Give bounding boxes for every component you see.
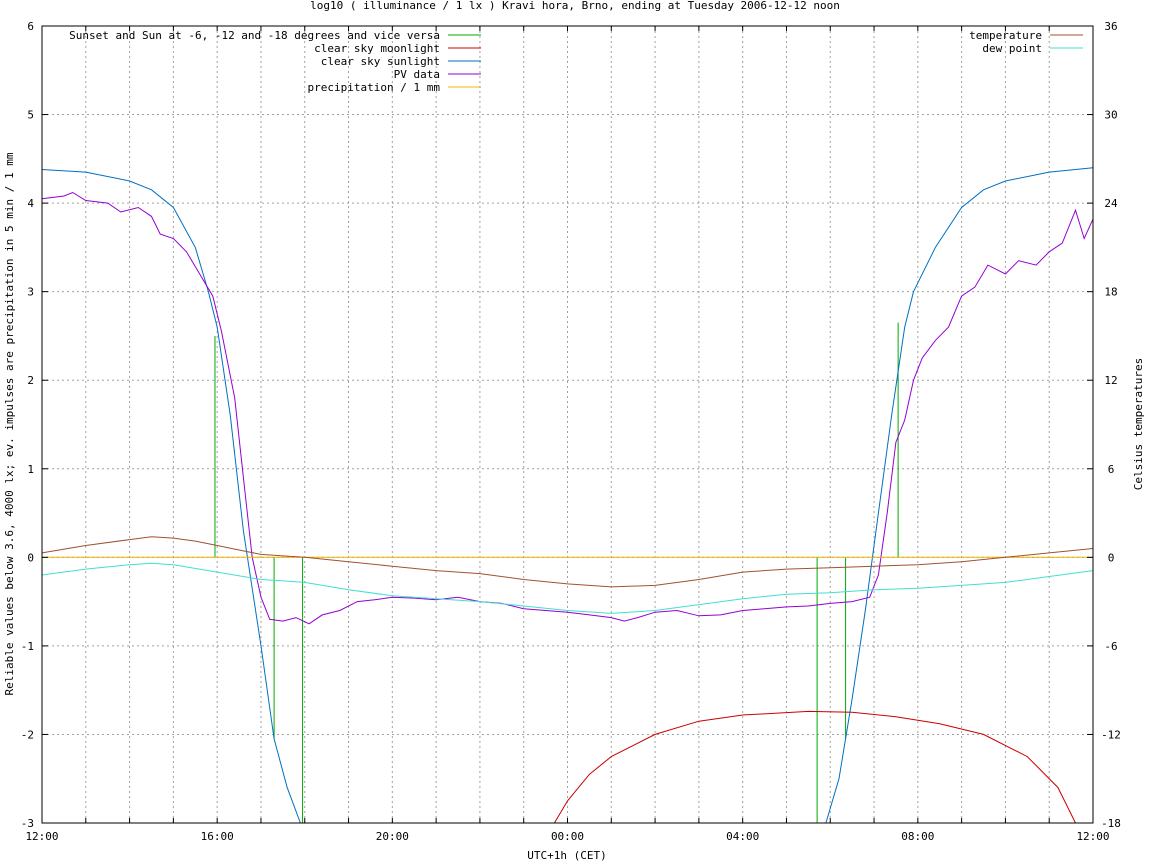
x-tick-label: 04:00 — [726, 830, 759, 843]
dew-point-line — [41, 562, 1094, 614]
legend-label: temperature — [969, 29, 1042, 42]
y-axis-label: Reliable values below 3.6, 4000 lx; ev. … — [3, 152, 16, 695]
legend-label: PV data — [394, 68, 440, 81]
legend-label: clear sky sunlight — [321, 55, 440, 68]
pv-data-line — [41, 191, 1094, 625]
y-tick-label: 5 — [27, 109, 34, 122]
y2-tick-label: -12 — [1101, 728, 1121, 741]
legend: Sunset and Sun at -6, -12 and -18 degree… — [69, 29, 1083, 94]
y2-axis-label: Celsius temperatures — [1132, 358, 1145, 490]
y2-tick-label: 30 — [1104, 109, 1117, 122]
x-tick-label: 08:00 — [901, 830, 934, 843]
y-tick-label: -2 — [21, 728, 34, 741]
clear-sky-sunlight-line — [41, 167, 1094, 824]
y2-tick-label: -6 — [1104, 640, 1117, 653]
series — [41, 167, 1094, 824]
chart-title: log10 ( illuminance / 1 lx ) Kravi hora,… — [310, 0, 840, 12]
axes: 12:00 16:00 20:00 00:00 04:00 08:00 12:00-3-2-… — [21, 20, 1121, 843]
plot-frame — [41, 25, 1094, 824]
y-tick-label: 3 — [27, 286, 34, 299]
y-tick-label: 2 — [27, 374, 34, 387]
y-tick-label: 0 — [27, 551, 34, 564]
y2-tick-label: 12 — [1104, 374, 1117, 387]
legend-label: Sunset and Sun at -6, -12 and -18 degree… — [69, 29, 440, 42]
y2-tick-label: 0 — [1108, 551, 1115, 564]
legend-label: dew point — [982, 42, 1042, 55]
x-tick-label: 12:00 — [25, 830, 58, 843]
y2-tick-label: 24 — [1104, 197, 1118, 210]
temperature-line — [41, 536, 1094, 588]
y2-tick-label: 36 — [1104, 20, 1117, 33]
y2-tick-label: 18 — [1104, 286, 1117, 299]
x-tick-label: 00:00 — [551, 830, 584, 843]
grid — [42, 26, 1093, 823]
legend-label: precipitation / 1 mm — [308, 81, 441, 94]
y2-tick-label: -18 — [1101, 817, 1121, 830]
y-tick-label: -1 — [21, 640, 34, 653]
y-tick-label: 1 — [27, 463, 34, 476]
x-axis-label: UTC+1h (CET) — [527, 849, 606, 862]
legend-label: clear sky moonlight — [314, 42, 440, 55]
x-tick-label: 16:00 — [201, 830, 234, 843]
y-tick-label: 6 — [27, 20, 34, 33]
clear-sky-moonlight-line — [553, 710, 1076, 824]
y2-tick-label: 6 — [1108, 463, 1115, 476]
y-tick-label: -3 — [21, 817, 34, 830]
x-tick-label: 12:00 — [1076, 830, 1109, 843]
x-tick-label: 20:00 — [376, 830, 409, 843]
y-tick-label: 4 — [27, 197, 34, 210]
